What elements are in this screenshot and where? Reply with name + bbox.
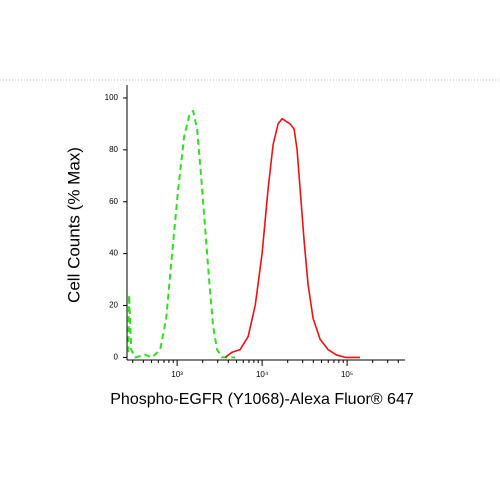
y-tick-label: 40 xyxy=(109,249,118,258)
y-tick-label: 0 xyxy=(114,353,119,362)
histogram-line xyxy=(224,117,360,359)
y-tick-label: 80 xyxy=(109,145,118,154)
y-tick-label: 20 xyxy=(109,301,118,310)
x-axis-label: Phospho-EGFR (Y1068)-Alexa Fluor® 647 xyxy=(110,391,414,408)
y-axis-label: Cell Counts (% Max) xyxy=(64,147,83,303)
y-tick-label: 60 xyxy=(109,197,118,206)
x-tick-label: 10³ xyxy=(171,370,183,379)
x-tick-label: 10⁵ xyxy=(341,370,353,379)
x-tick-label: 10⁴ xyxy=(256,370,269,379)
y-tick-label: 100 xyxy=(105,93,119,102)
histogram-line xyxy=(127,109,236,359)
